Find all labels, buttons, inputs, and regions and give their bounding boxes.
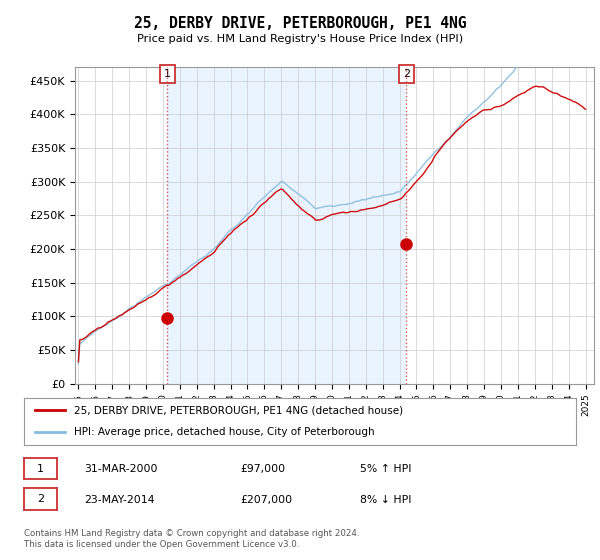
Text: Contains HM Land Registry data © Crown copyright and database right 2024.
This d: Contains HM Land Registry data © Crown c… — [24, 529, 359, 549]
Text: Price paid vs. HM Land Registry's House Price Index (HPI): Price paid vs. HM Land Registry's House … — [137, 34, 463, 44]
Bar — [167, 67, 406, 384]
Text: HPI: Average price, detached house, City of Peterborough: HPI: Average price, detached house, City… — [74, 427, 374, 437]
Text: 31-MAR-2000: 31-MAR-2000 — [84, 464, 157, 474]
Text: 25, DERBY DRIVE, PETERBOROUGH, PE1 4NG (detached house): 25, DERBY DRIVE, PETERBOROUGH, PE1 4NG (… — [74, 405, 403, 416]
Text: 5% ↑ HPI: 5% ↑ HPI — [360, 464, 412, 474]
Text: 8% ↓ HPI: 8% ↓ HPI — [360, 494, 412, 505]
Text: 2: 2 — [37, 494, 44, 504]
Text: 1: 1 — [37, 464, 44, 474]
Text: 25, DERBY DRIVE, PETERBOROUGH, PE1 4NG: 25, DERBY DRIVE, PETERBOROUGH, PE1 4NG — [134, 16, 466, 31]
Text: £207,000: £207,000 — [240, 494, 292, 505]
Text: 1: 1 — [164, 69, 170, 79]
Text: 23-MAY-2014: 23-MAY-2014 — [84, 494, 155, 505]
Text: 2: 2 — [403, 69, 410, 79]
Text: £97,000: £97,000 — [240, 464, 285, 474]
